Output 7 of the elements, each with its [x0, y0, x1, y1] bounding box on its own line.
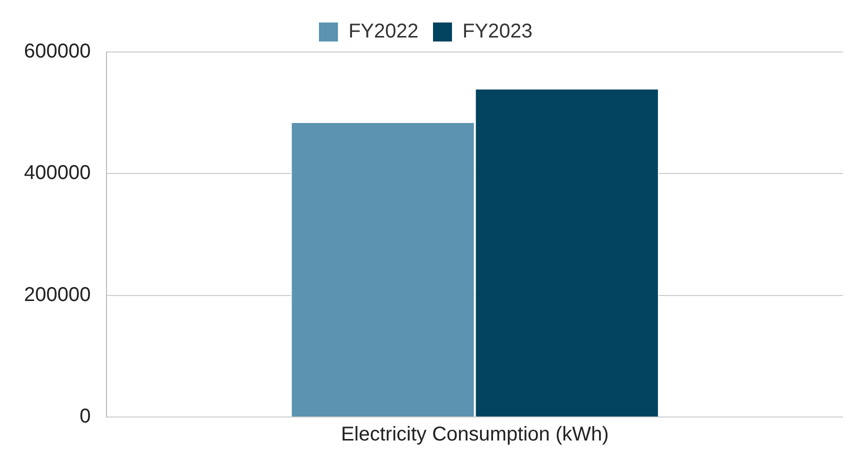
x-tick-label: Electricity Consumption (kWh): [340, 424, 609, 446]
y-tick-label: 200000: [24, 284, 91, 306]
y-tick-label: 600000: [24, 40, 91, 63]
y-tick-label: 400000: [24, 162, 91, 184]
legend-label: FY2023: [462, 20, 533, 43]
y-tick-label: 0: [80, 406, 91, 428]
legend-label: FY2022: [348, 20, 419, 43]
